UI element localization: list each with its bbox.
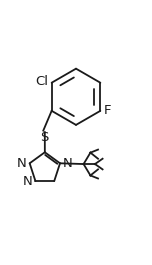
Text: S: S: [41, 131, 49, 144]
Text: N: N: [63, 157, 73, 170]
Text: F: F: [104, 104, 111, 117]
Text: N: N: [22, 175, 32, 188]
Text: N: N: [17, 157, 26, 170]
Text: Cl: Cl: [35, 76, 48, 89]
